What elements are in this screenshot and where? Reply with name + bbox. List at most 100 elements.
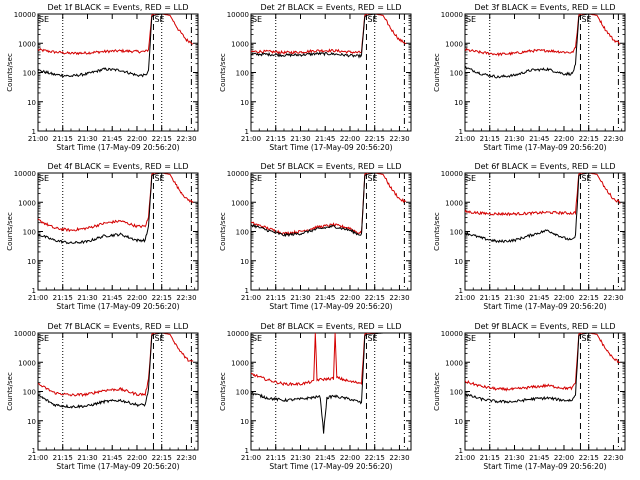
x-axis-label: Start Time (17-May-09 20:56:20)	[56, 143, 179, 152]
plot-frame	[37, 172, 199, 291]
x-tick-label: 22:00	[554, 294, 574, 302]
y-tick-label: 1	[459, 128, 463, 136]
x-tick-label: 21:45	[315, 454, 335, 462]
x-tick-label: 22:15	[152, 294, 172, 302]
y-tick-label: 100	[236, 70, 249, 78]
annotation-label: S	[252, 334, 257, 343]
y-tick-label: 1000	[18, 359, 36, 367]
y-axis-label: Counts/sec	[219, 53, 227, 92]
x-tick-label: 21:00	[241, 294, 261, 302]
panel-title: Det 8f BLACK = Events, RED = LLD	[260, 322, 401, 331]
lld-series-line	[465, 333, 621, 392]
panel-title: Det 9f BLACK = Events, RED = LLD	[474, 322, 615, 331]
annotation-label: E	[586, 174, 591, 183]
x-axis-label: Start Time (17-May-09 20:56:20)	[56, 462, 179, 471]
x-tick-label: 21:45	[315, 294, 335, 302]
x-tick-label: 22:00	[340, 135, 360, 143]
annotation-label: S	[252, 174, 257, 183]
annotation-label: S	[367, 334, 372, 343]
detector-panel: Det 7f BLACK = Events, RED = LLD 1 10 100 10…	[6, 322, 199, 471]
annotation-label: S	[466, 174, 471, 183]
x-tick-label: 21:15	[53, 294, 73, 302]
x-tick-label: 21:45	[102, 135, 122, 143]
detector-panel: Det 9f BLACK = Events, RED = LLD 1 10 100 10…	[433, 322, 626, 471]
annotation-label: E	[372, 174, 377, 183]
x-tick-label: 21:30	[77, 135, 97, 143]
annotation-label: E	[159, 334, 164, 343]
annotation-label: S	[39, 174, 44, 183]
plot-frame	[250, 332, 412, 451]
annotation-label: S	[154, 334, 159, 343]
y-tick-label: 1	[459, 287, 463, 295]
annotation-label: E	[471, 174, 476, 183]
events-series-line	[465, 14, 621, 79]
y-tick-label: 1000	[445, 199, 463, 207]
x-axis-label: Start Time (17-May-09 20:56:20)	[269, 143, 392, 152]
x-tick-label: 21:30	[290, 454, 310, 462]
annotation-label: S	[581, 334, 586, 343]
lld-series-line	[38, 333, 194, 398]
x-tick-label: 21:15	[480, 454, 500, 462]
plot-frame	[37, 332, 199, 451]
y-tick-label: 10	[454, 99, 463, 107]
annotation-label: S	[154, 15, 159, 24]
plot-frame	[250, 13, 412, 132]
events-series-line	[38, 333, 194, 409]
y-axis-label: Counts/sec	[219, 372, 227, 411]
detector-panel: Det 4f BLACK = Events, RED = LLD 1 10 100 10…	[6, 162, 199, 311]
y-tick-label: 100	[236, 389, 249, 397]
y-tick-label: 1	[459, 447, 463, 455]
x-tick-label: 22:15	[579, 454, 599, 462]
plot-frame	[464, 172, 626, 291]
detector-panel: Det 2f BLACK = Events, RED = LLD 1 10 100 10…	[219, 3, 412, 152]
annotation-label: S	[39, 334, 44, 343]
x-tick-label: 21:00	[455, 454, 475, 462]
annotation-label: E	[471, 15, 476, 24]
panel-title: Det 2f BLACK = Events, RED = LLD	[260, 3, 401, 12]
annotation-label: S	[367, 174, 372, 183]
plot-frame	[464, 13, 626, 132]
x-tick-label: 22:30	[176, 135, 196, 143]
x-tick-label: 22:15	[365, 454, 385, 462]
annotation-label: E	[257, 334, 262, 343]
y-tick-label: 10000	[441, 330, 463, 338]
x-tick-label: 22:15	[365, 294, 385, 302]
annotation-label: S	[252, 15, 257, 24]
x-tick-label: 21:15	[266, 294, 286, 302]
annotation-label: S	[466, 15, 471, 24]
x-tick-label: 22:30	[176, 294, 196, 302]
x-axis-label: Start Time (17-May-09 20:56:20)	[56, 302, 179, 311]
y-tick-label: 10	[454, 258, 463, 266]
detector-panel: Det 6f BLACK = Events, RED = LLD 1 10 100 10…	[433, 162, 626, 311]
x-tick-label: 21:45	[102, 294, 122, 302]
y-tick-label: 100	[23, 229, 36, 237]
y-tick-label: 1	[245, 287, 249, 295]
annotation-label: E	[44, 15, 49, 24]
x-tick-label: 22:30	[603, 454, 623, 462]
x-tick-label: 21:00	[28, 294, 48, 302]
x-tick-label: 21:00	[241, 135, 261, 143]
lld-series-line	[251, 333, 407, 387]
y-tick-label: 1000	[231, 199, 249, 207]
annotation-label: E	[257, 174, 262, 183]
y-tick-label: 100	[23, 70, 36, 78]
x-tick-label: 21:15	[53, 454, 73, 462]
y-tick-label: 1000	[445, 359, 463, 367]
y-tick-label: 10000	[441, 170, 463, 178]
y-tick-label: 10	[27, 258, 36, 266]
y-tick-label: 10	[240, 99, 249, 107]
y-tick-label: 10000	[14, 170, 36, 178]
lld-series-line	[38, 14, 194, 56]
y-tick-label: 10000	[227, 330, 249, 338]
detector-panel: Det 3f BLACK = Events, RED = LLD 1 10 100 10…	[433, 3, 626, 152]
x-tick-label: 21:30	[504, 135, 524, 143]
panel-title: Det 3f BLACK = Events, RED = LLD	[474, 3, 615, 12]
y-tick-label: 1000	[445, 40, 463, 48]
x-tick-label: 21:45	[529, 294, 549, 302]
events-series-line	[251, 14, 407, 59]
detector-panel: Det 1f BLACK = Events, RED = LLD 1 10 100 10…	[6, 3, 199, 152]
detector-panel: Det 5f BLACK = Events, RED = LLD 1 10 100 10…	[219, 162, 412, 311]
lld-series-line	[38, 173, 194, 233]
x-tick-label: 21:00	[455, 294, 475, 302]
